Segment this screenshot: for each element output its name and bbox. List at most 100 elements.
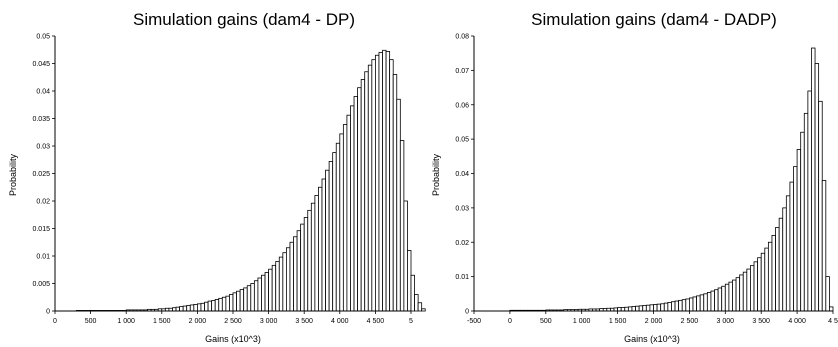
x-tick-label: 0 <box>508 318 512 325</box>
histogram-bar <box>318 186 323 312</box>
x-tick-label: 1 000 <box>573 318 591 325</box>
histogram-bar <box>353 96 359 312</box>
x-tick-label: -500 <box>467 318 481 325</box>
histogram-bar <box>204 301 209 312</box>
histogram-bar <box>218 297 223 312</box>
histogram-bar <box>303 217 309 312</box>
chart-dam4-dadp: Simulation gains (dam4 - DADP) Probabili… <box>431 10 838 344</box>
x-tick-label: 500 <box>540 318 552 325</box>
y-tick-label: 0.07 <box>455 68 469 75</box>
x-tick-label: 4 5 <box>828 318 838 325</box>
histogram-bar <box>771 234 776 312</box>
histogram-bar <box>642 305 647 312</box>
histogram-bar <box>750 265 755 312</box>
histogram-bar <box>649 304 654 312</box>
y-axis-label: Probability <box>431 153 441 196</box>
y-tick-label: 0 <box>465 309 469 316</box>
histogram-bar <box>264 272 270 312</box>
histogram-bar <box>285 247 291 312</box>
histogram-bar <box>268 268 273 312</box>
histogram-bar <box>692 296 697 312</box>
histogram-bar <box>757 257 762 312</box>
histogram-bar <box>399 140 405 312</box>
histogram-bar <box>374 54 380 312</box>
x-tick-label: 2 500 <box>224 318 242 325</box>
histogram-bar <box>728 281 733 312</box>
histogram-bar <box>296 230 302 312</box>
histogram-bar <box>638 305 644 312</box>
histogram-bar <box>275 261 280 312</box>
histogram-bar <box>282 252 287 312</box>
y-tick-label: 0.005 <box>32 281 50 288</box>
histogram-bar <box>663 302 669 312</box>
histogram-bar <box>367 64 373 312</box>
x-tick-label: 2 000 <box>189 318 207 325</box>
histogram-bar <box>221 296 227 312</box>
histogram-bar <box>243 287 248 312</box>
histogram-bar <box>211 300 216 312</box>
histogram-bar <box>793 166 798 312</box>
histogram-bar <box>714 289 719 312</box>
x-tick-label: 3 000 <box>260 318 278 325</box>
histogram-bar <box>775 227 780 312</box>
x-tick-label: 3 500 <box>295 318 313 325</box>
histogram-bar <box>364 71 369 312</box>
x-axis-label: Gains (x10^3) <box>624 334 680 344</box>
y-tick-label: 0.03 <box>455 205 469 212</box>
histogram-bar <box>414 294 419 312</box>
histogram-bar <box>782 207 787 312</box>
y-tick-label: 0.02 <box>36 199 50 206</box>
histogram-bars <box>509 47 834 312</box>
histogram-bar <box>653 304 658 312</box>
histogram-bar <box>710 290 715 312</box>
axis-frame <box>54 36 411 312</box>
axis-ticks: 0 500 1 000 1 500 2 000 2 500 3 000 3 500 4 000 4… <box>32 34 413 326</box>
histogram-bar <box>635 305 640 312</box>
histogram-bar <box>732 279 737 312</box>
histogram-bar <box>660 303 665 312</box>
x-tick-label: 4 500 <box>367 318 385 325</box>
x-tick-label: 4 000 <box>788 318 806 325</box>
histogram-bar <box>289 241 294 312</box>
y-tick-label: 0 <box>46 309 50 316</box>
y-tick-label: 0.03 <box>36 144 50 151</box>
y-tick-label: 0.05 <box>455 137 469 144</box>
histogram-bar <box>246 285 252 312</box>
histogram-bar <box>627 306 633 312</box>
y-axis-label: Probability <box>8 153 18 196</box>
histogram-bar <box>746 268 751 312</box>
histogram-bar <box>325 169 330 312</box>
histogram-bar <box>293 236 298 312</box>
histogram-bar <box>250 283 255 312</box>
histogram-bar <box>407 250 412 312</box>
y-tick-label: 0.025 <box>32 171 50 178</box>
y-tick-label: 0.015 <box>32 226 50 233</box>
y-tick-label: 0.04 <box>455 171 469 178</box>
histogram-bar <box>339 133 344 312</box>
histogram-bar <box>767 241 773 312</box>
histogram-bar <box>346 114 351 312</box>
histogram-bar <box>645 304 651 312</box>
y-tick-label: 0.08 <box>455 34 469 41</box>
histogram-bar <box>225 295 230 312</box>
chart-dam4-dp: Simulation gains (dam4 - DP) Probability… <box>8 10 426 344</box>
x-tick-label: 3 500 <box>752 318 770 325</box>
histogram-bar <box>699 294 705 312</box>
histogram-bar <box>829 306 834 312</box>
histogram-bar <box>193 303 198 312</box>
histogram-bar <box>278 256 284 312</box>
histogram-bar <box>332 152 337 312</box>
histogram-bar <box>620 307 626 312</box>
histogram-bar <box>678 299 683 312</box>
histogram-bar <box>739 274 744 312</box>
histogram-bar <box>689 297 694 312</box>
histogram-bar <box>207 300 213 312</box>
histogram-bar <box>392 74 398 312</box>
histogram-bar <box>179 306 184 312</box>
histogram-bar <box>261 274 266 312</box>
histogram-bar <box>335 142 341 312</box>
histogram-bar <box>753 261 759 312</box>
histogram-bar <box>778 217 784 312</box>
histogram-bar <box>811 47 816 312</box>
